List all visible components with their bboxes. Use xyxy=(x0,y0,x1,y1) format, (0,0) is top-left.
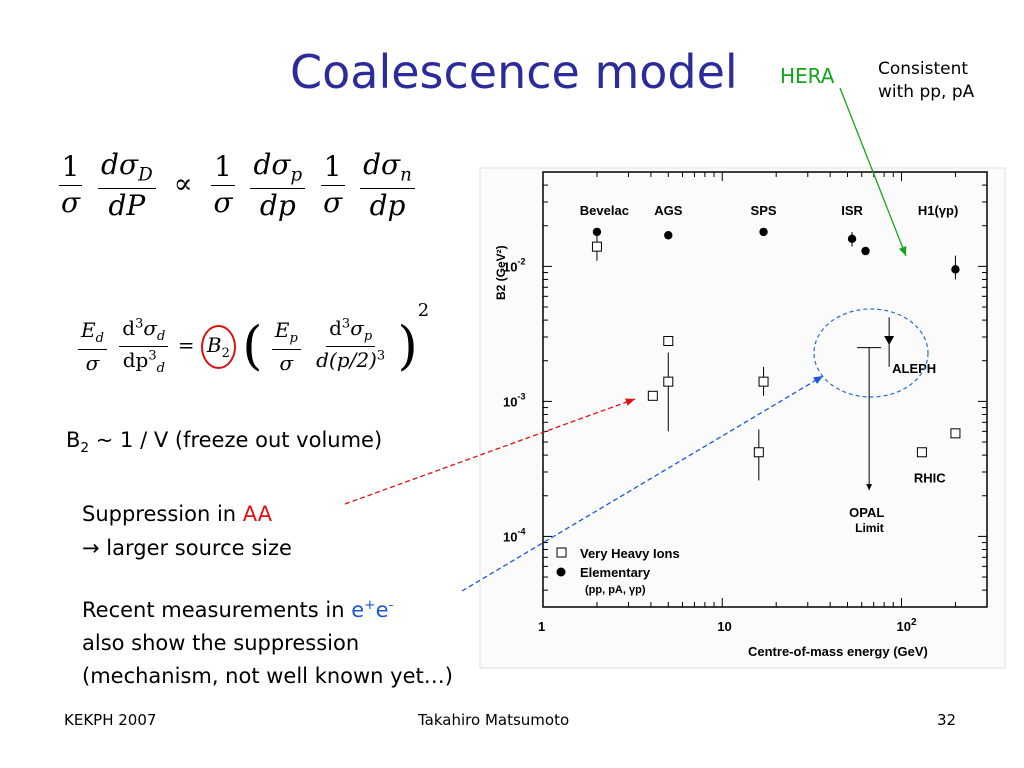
suppression-text: Suppression in AA → larger source size xyxy=(82,502,292,560)
x-axis-label: Centre-of-mass energy (GeV) xyxy=(748,644,928,659)
legend-filled-circle-marker xyxy=(556,567,566,577)
b2-highlight-circle: B2 xyxy=(200,324,236,369)
elementary-point xyxy=(592,227,602,237)
hera-label: HERA xyxy=(780,64,835,88)
experiment-label: H1(γp) xyxy=(918,203,958,218)
aa-arrow-line xyxy=(344,398,636,505)
legend-open-square-marker xyxy=(556,547,567,558)
slide-title: Coalescence model xyxy=(290,45,738,99)
heavy-ion-point xyxy=(758,376,769,387)
x-tick-label: 10 xyxy=(717,619,731,634)
footer-page-number: 32 xyxy=(937,711,957,729)
aleph-label: ALEPH xyxy=(892,361,936,376)
hera-arrow xyxy=(839,87,907,257)
elementary-point xyxy=(664,231,673,240)
elementary-point xyxy=(847,234,857,244)
heavy-ion-point xyxy=(591,241,602,252)
plot-frame xyxy=(542,171,988,608)
b2-equation: Ed σ d3σd dp3d = B2 ( Ep σ d3σp d(p/2)3 )2 xyxy=(75,300,429,376)
footer-left: KEKPH 2007 xyxy=(64,711,157,729)
opal-limit-label: Limit xyxy=(855,521,884,535)
consistent-note-line1: Consistent xyxy=(878,59,969,79)
heavy-ion-point xyxy=(647,390,658,401)
aleph-highlight-circle xyxy=(813,308,929,398)
rhic-label: RHIC xyxy=(914,470,946,485)
opal-label: OPAL xyxy=(849,505,884,520)
elementary-point xyxy=(951,265,960,274)
legend-heavy-ions: Very Heavy Ions xyxy=(580,546,680,561)
legend-elementary-sub: (pp, pA, γp) xyxy=(585,584,646,596)
elementary-point xyxy=(759,227,768,237)
aa-arrow xyxy=(344,398,636,505)
heavy-ion-point xyxy=(663,336,674,347)
y-axis-label: B2 (GeV²) xyxy=(494,245,508,300)
experiment-label: Bevelac xyxy=(580,203,629,218)
ee-arrow-line xyxy=(461,375,824,592)
hera-arrow-head xyxy=(899,246,907,256)
arrow-right-icon: → xyxy=(82,536,100,560)
ee-arrow-head xyxy=(813,376,823,385)
footer-center: Takahiro Matsumoto xyxy=(418,711,570,729)
aa-arrow-head xyxy=(625,398,635,406)
hera-arrow-line xyxy=(839,87,907,257)
opal-arrowhead xyxy=(866,484,873,491)
recent-measurements-text: Recent measurements in e+e- also show th… xyxy=(82,597,453,688)
aleph-point xyxy=(884,336,895,346)
heavy-ion-point xyxy=(663,376,674,387)
b2-volume-line: B2 ~ 1 / V (freeze out volume) xyxy=(66,428,383,457)
chart-background xyxy=(479,167,1006,669)
consistent-note: Consistent with pp, pA xyxy=(878,58,974,104)
legend-elementary: Elementary xyxy=(580,565,651,580)
x-tick-label: 1 xyxy=(538,619,545,634)
elementary-point xyxy=(861,246,870,256)
aa-highlight: AA xyxy=(242,502,273,526)
heavy-ion-point xyxy=(916,447,927,458)
legend: Very Heavy Ions Elementary (pp, pA, γp) xyxy=(556,546,680,596)
experiment-label: AGS xyxy=(654,203,683,218)
consistent-note-line2: with pp, pA xyxy=(878,82,975,102)
heavy-ion-point xyxy=(753,447,764,458)
ee-highlight: e+e- xyxy=(351,597,394,622)
experiment-label: ISR xyxy=(841,203,863,218)
heavy-ion-point xyxy=(950,428,961,439)
ee-arrow xyxy=(461,375,824,592)
experiment-label: SPS xyxy=(751,203,777,218)
